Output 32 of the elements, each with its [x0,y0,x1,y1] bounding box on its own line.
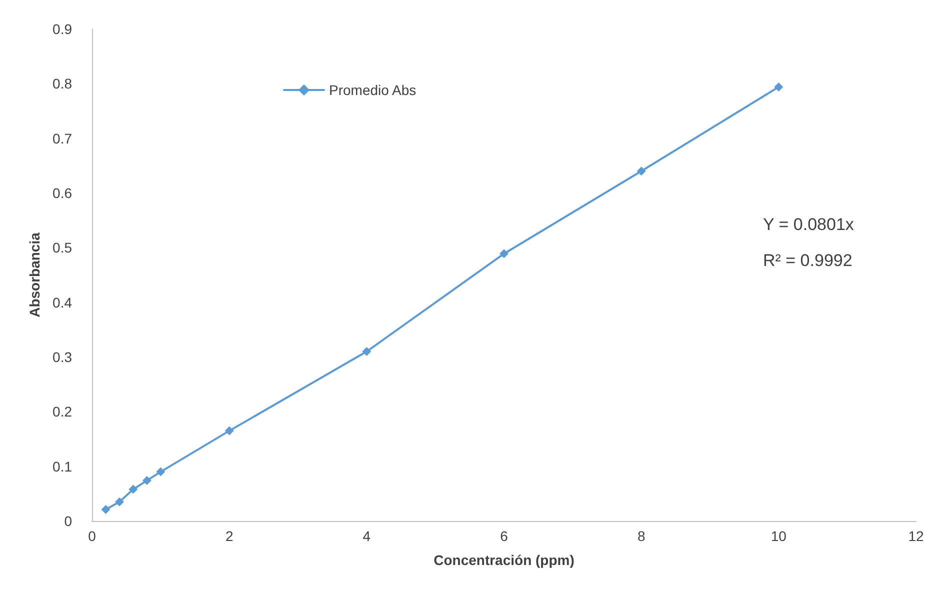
x-axis-title: Concentración (ppm) [434,552,574,568]
point [142,476,152,486]
point [500,249,508,258]
annotation: Y = 0.0801x [763,215,854,234]
y-tick-label: 0.1 [52,458,72,474]
point [156,467,166,476]
point [224,426,234,436]
x-tick-label: 12 [908,528,924,544]
point [114,497,124,506]
annotation: R² = 0.9992 [763,251,852,270]
point [362,347,372,356]
x-tick-label: 2 [225,528,234,544]
x-tick-label: 4 [362,528,371,544]
x-tick-label: 8 [637,528,646,544]
y-tick-label: 0.7 [52,130,72,146]
x-tick-label: 10 [770,528,787,544]
x-tick-label: 0 [88,528,96,544]
point [636,166,646,176]
y-tick-label: 0 [64,513,72,529]
y-tick-label: 0.6 [52,185,72,201]
y-tick-label: 0.5 [52,240,72,256]
y-tick-label: 0.2 [52,404,72,420]
y-tick-label: 0.9 [52,21,72,37]
y-tick-label: 0.8 [52,76,72,92]
legend-label: Promedio Abs [329,82,416,98]
y-tick-label: 0.3 [52,349,72,365]
point [128,484,138,494]
x-tick-label: 6 [500,528,508,544]
point [774,82,784,92]
y-axis-title: Absorbancia [26,232,43,318]
y-tick-label: 0.4 [52,294,72,310]
point [101,505,110,514]
